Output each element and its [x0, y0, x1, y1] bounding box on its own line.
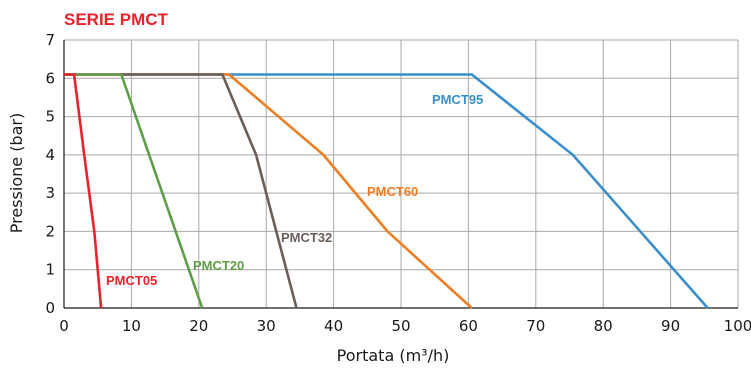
series-line-pmct20	[64, 73, 204, 309]
series-label-pmct95: PMCT95	[432, 92, 483, 107]
series-lines	[64, 73, 709, 309]
x-tick-label: 70	[526, 317, 545, 335]
series-label-pmct20: PMCT20	[193, 258, 244, 273]
y-tick-labels: 0 1 2 3 4 5 6 7	[45, 31, 55, 317]
series-label-pmct32: PMCT32	[281, 230, 332, 245]
x-tick-label: 10	[122, 317, 141, 335]
x-tick-label: 100	[724, 317, 751, 335]
y-axis-title: Pressione (bar)	[7, 113, 26, 233]
x-tick-label: 20	[189, 317, 208, 335]
x-tick-labels: 0 10 20 30 40 50 60 70 80 90 100	[59, 317, 751, 335]
y-tick-label: 5	[45, 108, 55, 126]
series-label-pmct05: PMCT05	[106, 273, 157, 288]
y-tick-label: 1	[45, 261, 55, 279]
x-tick-label: 50	[391, 317, 410, 335]
series-label-pmct60: PMCT60	[367, 184, 418, 199]
x-tick-label: 30	[257, 317, 276, 335]
x-tick-label: 0	[59, 317, 69, 335]
y-tick-label: 2	[45, 222, 55, 240]
series-labels: PMCT05 PMCT20 PMCT32 PMCT60 PMCT95	[106, 92, 483, 288]
chart-title: SERIE PMCT	[64, 10, 169, 29]
y-tick-label: 7	[45, 31, 55, 49]
y-tick-label: 6	[45, 69, 55, 87]
x-axis-title: Portata (m³/h)	[337, 346, 450, 365]
x-tick-label: 90	[661, 317, 680, 335]
series-line-pmct05	[64, 73, 103, 309]
y-tick-label: 3	[45, 184, 55, 202]
y-tick-label: 0	[45, 299, 55, 317]
y-tick-label: 4	[45, 146, 55, 164]
x-tick-label: 80	[594, 317, 613, 335]
x-tick-label: 60	[459, 317, 478, 335]
series-line-pmct95	[64, 73, 709, 309]
series-line-pmct32	[64, 73, 298, 309]
x-tick-label: 40	[324, 317, 343, 335]
grid	[63, 39, 739, 309]
